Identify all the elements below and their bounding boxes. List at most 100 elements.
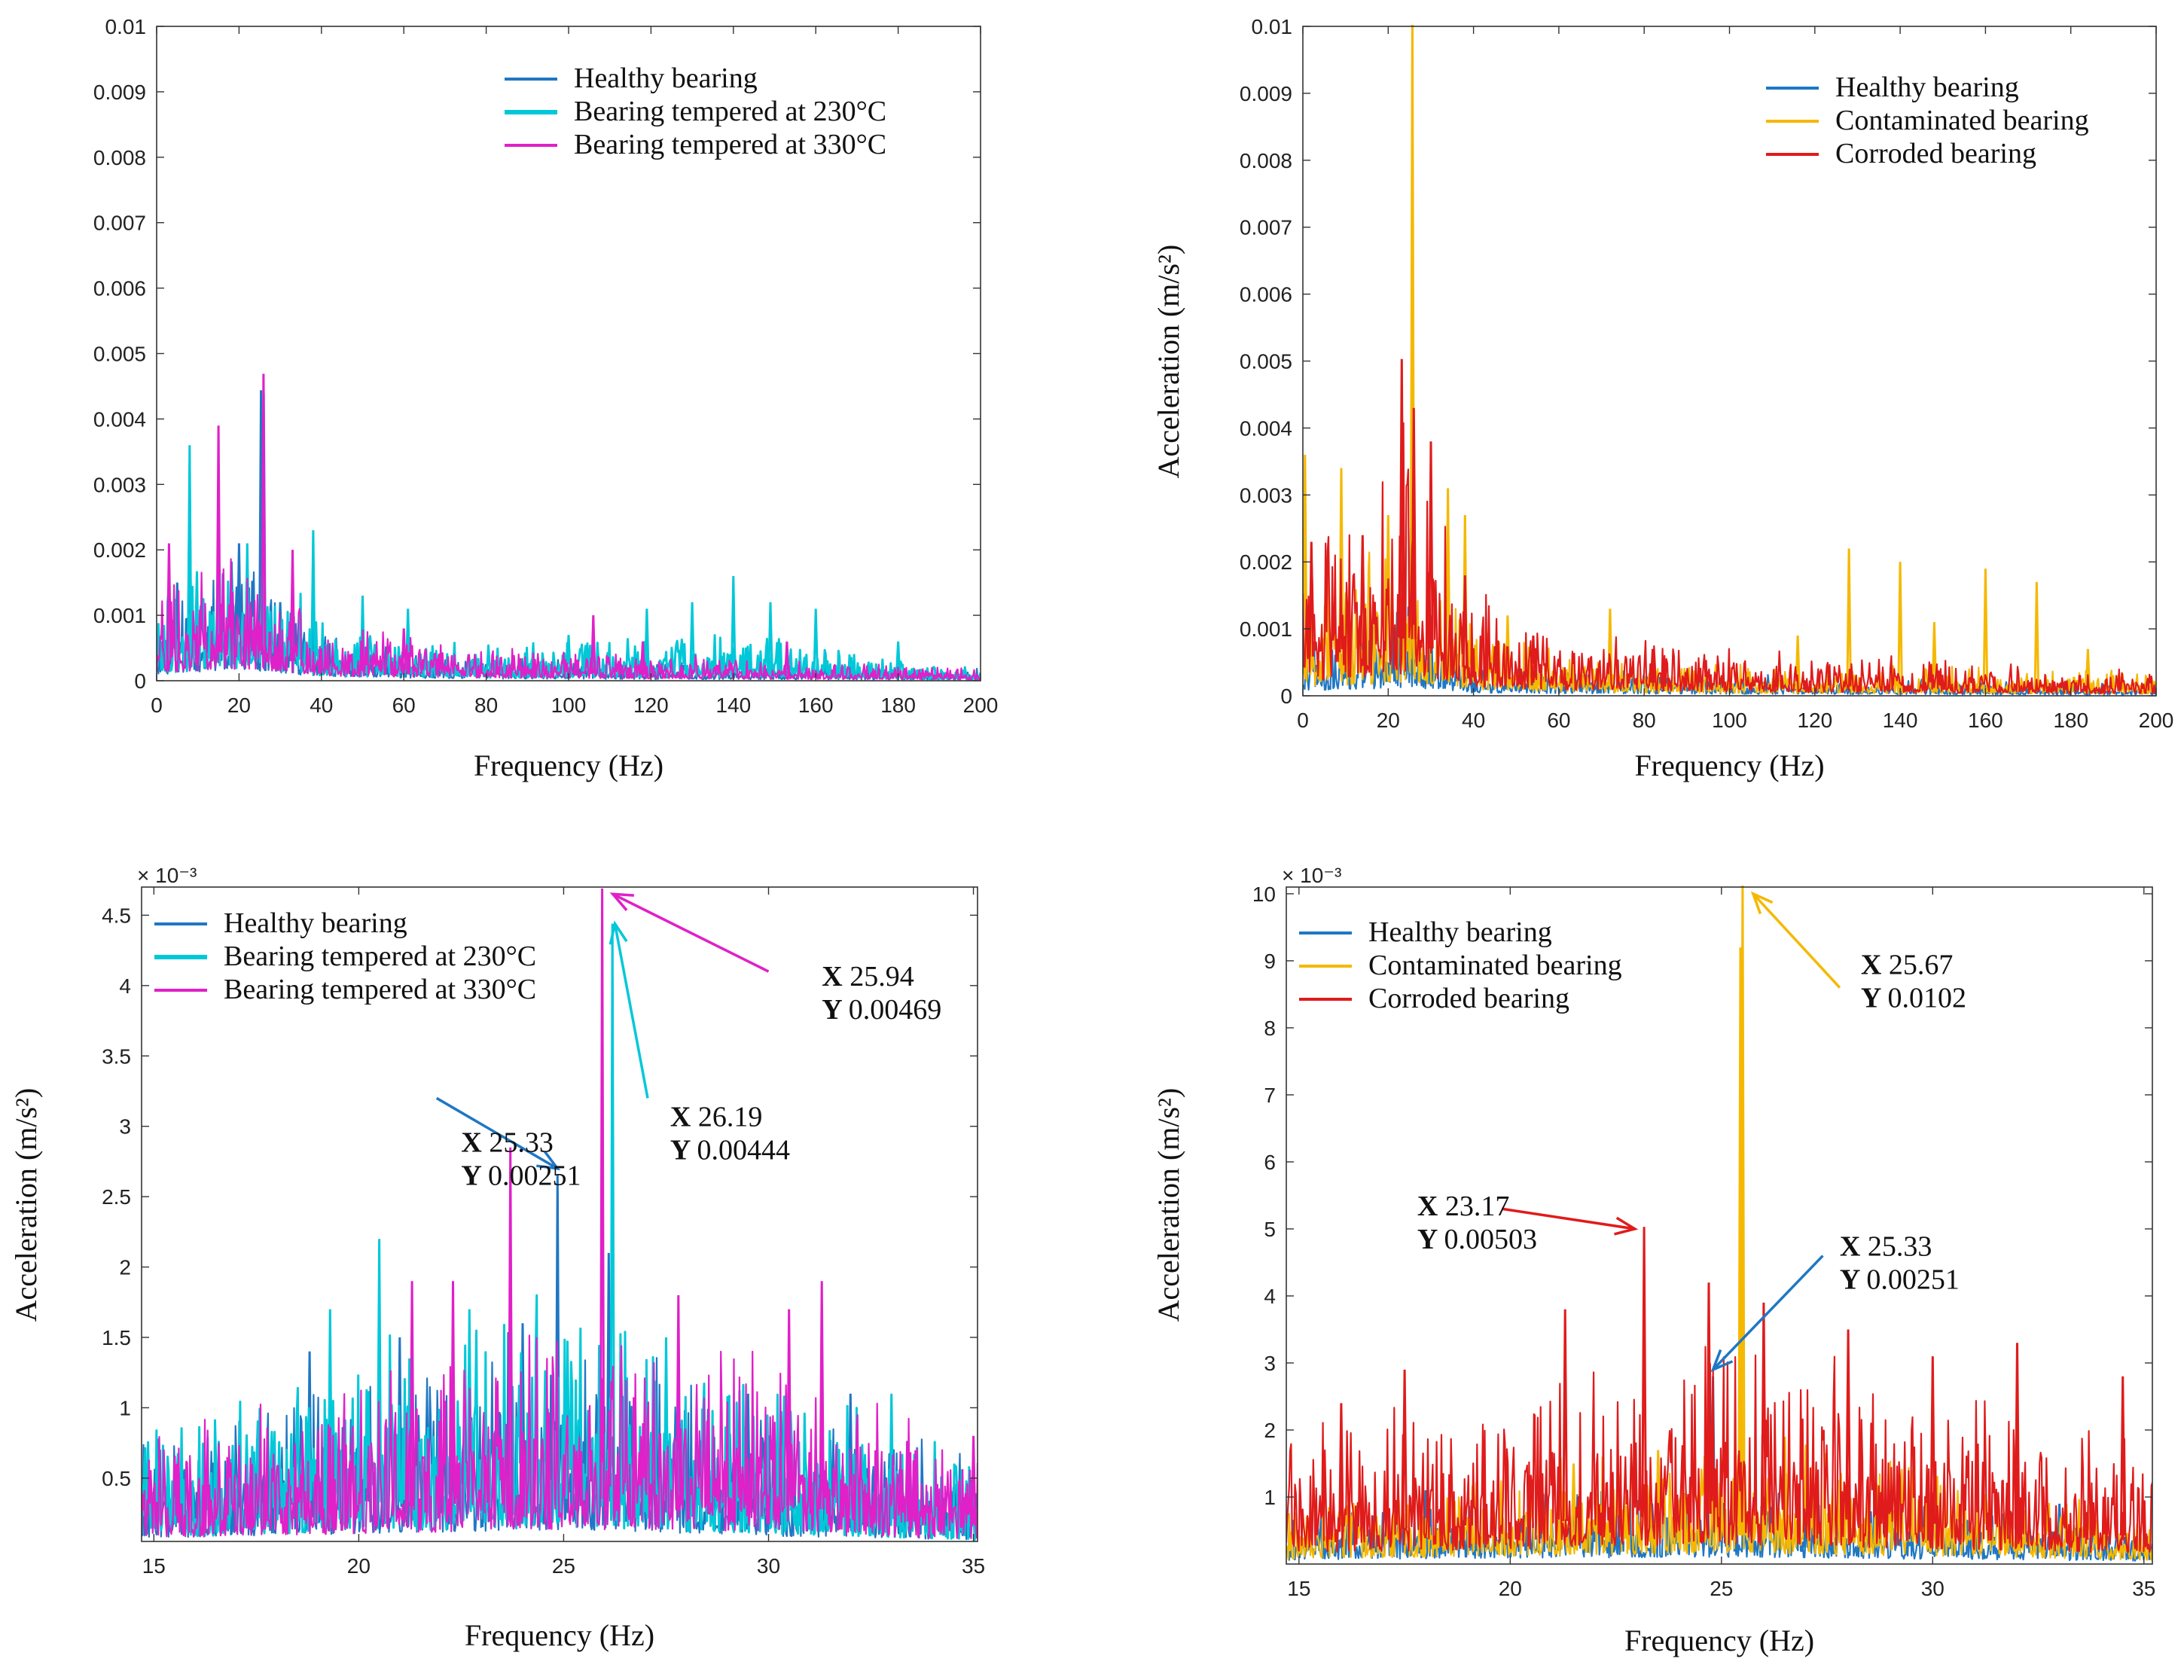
y-tick-label: 0.009 bbox=[93, 81, 146, 104]
x-tick-label: 30 bbox=[757, 1554, 780, 1578]
x-tick-label: 20 bbox=[1499, 1577, 1522, 1600]
legend-entry: Bearing tempered at 330°C bbox=[224, 974, 536, 1005]
series-group bbox=[1286, 886, 2152, 1562]
annotation: X 25.33Y 0.00251 bbox=[435, 1096, 581, 1191]
series-group bbox=[157, 374, 981, 681]
x-tick-label: 35 bbox=[962, 1554, 985, 1578]
y-tick-label: 0.004 bbox=[1240, 416, 1292, 440]
x-tick-label: 25 bbox=[1710, 1577, 1733, 1600]
y-axis-label: Acceleration (m/s²) bbox=[9, 1088, 43, 1322]
data-peak-2-0 bbox=[1308, 541, 1315, 657]
y-tick-label: 0 bbox=[134, 669, 146, 693]
y-tick-label: 5 bbox=[1264, 1218, 1276, 1241]
data-peak-1-11 bbox=[1931, 622, 1938, 690]
data-peak-2-6 bbox=[639, 641, 646, 675]
y-tick-label: 0.001 bbox=[1240, 617, 1292, 641]
annotation-y-num: 0.00469 bbox=[849, 994, 942, 1026]
annotation: X 25.33Y 0.00251 bbox=[1710, 1231, 1960, 1373]
y-tick-label: 0.5 bbox=[102, 1467, 131, 1490]
y-tick-label: 3 bbox=[119, 1115, 131, 1139]
annotation-arrow-head bbox=[1750, 891, 1774, 915]
y-axis-label: Acceleration (m/s²) bbox=[1151, 1088, 1185, 1322]
data-peak-2-7 bbox=[1649, 648, 1656, 683]
data-peak-2-0 bbox=[409, 1281, 415, 1507]
data-peak-1-12 bbox=[813, 608, 819, 673]
y-exponent-label: × 10⁻³ bbox=[1282, 864, 1341, 887]
annotation-y-key: Y bbox=[822, 994, 849, 1026]
annotation-y-num: 0.00251 bbox=[488, 1160, 581, 1191]
annotation-x-value: X 25.33 bbox=[1840, 1231, 1932, 1263]
data-peak-1-9 bbox=[1846, 548, 1852, 689]
data-peak-2-5 bbox=[590, 615, 596, 675]
legend-entry: Corroded bearing bbox=[1835, 138, 2036, 169]
data-peak-1-0 bbox=[1570, 1463, 1577, 1541]
data-peak-1-11 bbox=[767, 602, 773, 672]
legend-entry: Healthy bearing bbox=[1368, 916, 1552, 948]
y-tick-label: 0.005 bbox=[93, 343, 146, 366]
data-peak-2-1 bbox=[1402, 1369, 1408, 1529]
x-tick-label: 35 bbox=[2132, 1577, 2155, 1600]
x-tick-label: 140 bbox=[715, 694, 751, 717]
annotation: X 23.17Y 0.00503 bbox=[1417, 1191, 1639, 1255]
data-peak-2-4 bbox=[676, 1294, 682, 1502]
annotation-y-num: 0.00444 bbox=[697, 1135, 790, 1166]
legend-entry: Bearing tempered at 230°C bbox=[224, 941, 536, 972]
x-tick-label: 0 bbox=[151, 694, 163, 717]
data-peak-2-2 bbox=[1399, 358, 1405, 639]
data-peak-2-8 bbox=[2014, 1343, 2021, 1529]
x-tick-label: 120 bbox=[1797, 709, 1832, 732]
series-line-1 bbox=[1286, 1444, 2152, 1561]
annotation: X 25.94Y 0.00469 bbox=[609, 892, 942, 1026]
annotation-x-key: X bbox=[1417, 1191, 1445, 1222]
y-tick-label: 0.006 bbox=[93, 277, 146, 300]
x-tick-label: 0 bbox=[1297, 709, 1309, 732]
y-tick-label: 1.5 bbox=[102, 1326, 131, 1349]
data-peak-2-3 bbox=[289, 550, 296, 662]
y-tick-label: 0.002 bbox=[1240, 550, 1292, 574]
annotation-x-key: X bbox=[1840, 1231, 1868, 1263]
x-tick-label: 200 bbox=[2139, 709, 2174, 732]
annotation-arrow-line bbox=[435, 1096, 559, 1170]
annotation: X 26.19Y 0.00444 bbox=[609, 920, 790, 1166]
x-tick-label: 60 bbox=[1547, 709, 1570, 732]
annotation-arrow-head bbox=[609, 892, 635, 911]
y-axis-label: Acceleration (m/s²) bbox=[1151, 245, 1185, 479]
data-peak-2-7 bbox=[970, 1435, 977, 1526]
annotation-x-key: X bbox=[1861, 950, 1889, 981]
y-tick-label: 2.5 bbox=[102, 1185, 131, 1209]
annotation-arrow-head bbox=[609, 920, 628, 945]
data-peak-2-2 bbox=[508, 1147, 514, 1502]
annotation-y-num: 0.00503 bbox=[1444, 1224, 1537, 1255]
data-peak-1-9 bbox=[689, 602, 695, 671]
y-tick-label: 2 bbox=[1264, 1419, 1276, 1442]
annotation-y-key: Y bbox=[1417, 1224, 1444, 1255]
data-peak-2-4 bbox=[1706, 1282, 1712, 1514]
annotation-y-key: Y bbox=[1840, 1264, 1867, 1296]
legend-entry: Corroded bearing bbox=[1368, 983, 1569, 1014]
x-axis-label: Frequency (Hz) bbox=[474, 749, 663, 782]
annotation-x-value: X 26.19 bbox=[670, 1102, 762, 1133]
annotation-arrow-line bbox=[1752, 892, 1841, 989]
x-tick-label: 120 bbox=[633, 694, 669, 717]
x-tick-label: 25 bbox=[552, 1554, 575, 1578]
series-group bbox=[1303, 25, 2156, 696]
plot-frame bbox=[1286, 886, 2153, 1565]
series-group bbox=[142, 888, 978, 1541]
annotation-y-num: 0.0102 bbox=[1887, 983, 1966, 1014]
chart-top-right: 0 20 40 60 80 100 120 140 160 180 200 0 0.001 0.002 0.… bbox=[1151, 15, 2174, 782]
data-peak-1-14 bbox=[2085, 648, 2091, 691]
x-tick-label: 15 bbox=[1287, 1577, 1310, 1600]
annotation-arrow-line bbox=[612, 892, 770, 973]
data-peak-2-6 bbox=[1530, 635, 1536, 678]
annotation-arrow-head bbox=[1614, 1216, 1639, 1236]
x-tick-label: 30 bbox=[1921, 1577, 1945, 1600]
chart-top-left: 0 20 40 60 80 100 120 140 160 180 200 0 0.001 0.002 0.… bbox=[93, 15, 998, 782]
annotation-y-key: Y bbox=[670, 1135, 697, 1166]
annotation-y-key: Y bbox=[1861, 983, 1888, 1014]
x-tick-label: 20 bbox=[347, 1554, 371, 1578]
annotation-arrow-line bbox=[1712, 1255, 1824, 1371]
data-peak-1-12 bbox=[1982, 569, 1989, 690]
